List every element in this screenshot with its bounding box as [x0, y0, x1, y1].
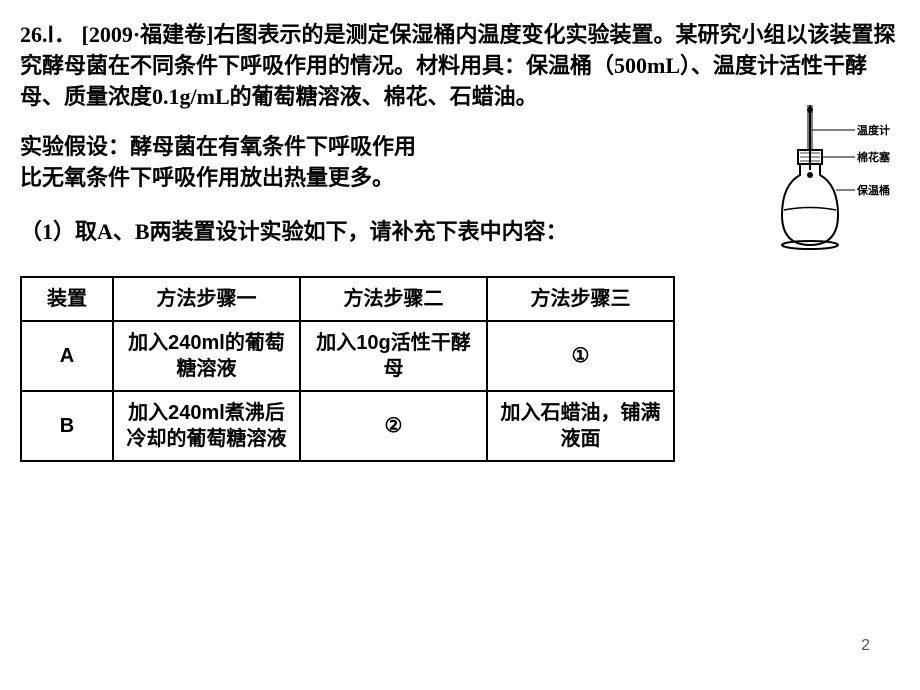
hypothesis-label: 实验假设：	[20, 134, 130, 159]
table-header: 装置	[21, 277, 113, 321]
table-cell: 加入240ml煮沸后冷却的葡萄糖溶液	[113, 391, 300, 461]
hypothesis-block: 实验假设：酵母菌在有氧条件下呼吸作用 比无氧条件下呼吸作用放出热量更多。	[20, 132, 700, 194]
question-1: （1）取A、B两装置设计实验如下，请补充下表中内容：	[20, 214, 900, 246]
page-number: 2	[861, 637, 870, 655]
question-source: [2009·福建卷]	[82, 22, 214, 47]
hypothesis-line2: 比无氧条件下呼吸作用放出热量更多。	[20, 165, 394, 190]
table-cell: A	[21, 321, 113, 391]
label-cotton: 棉花塞	[857, 150, 891, 164]
table-cell: ①	[487, 321, 674, 391]
question-number: 26.Ⅰ．	[20, 22, 76, 47]
label-thermometer: 温度计	[857, 123, 890, 137]
table-header-row: 装置 方法步骤一 方法步骤二 方法步骤三	[21, 277, 674, 321]
apparatus-diagram: 温度计 棉花塞 保温桶	[770, 105, 900, 255]
table-cell: 加入石蜡油，铺满液面	[487, 391, 674, 461]
table-header: 方法步骤二	[300, 277, 487, 321]
experiment-table: 装置 方法步骤一 方法步骤二 方法步骤三 A 加入240ml的葡萄糖溶液 加入1…	[20, 276, 675, 462]
table-header: 方法步骤一	[113, 277, 300, 321]
hypothesis-line1: 酵母菌在有氧条件下呼吸作用	[130, 134, 416, 159]
table-header: 方法步骤三	[487, 277, 674, 321]
table-cell: 加入10g活性干酵母	[300, 321, 487, 391]
question-header: 26.Ⅰ． [2009·福建卷]右图表示的是测定保湿桶内温度变化实验装置。某研究…	[20, 20, 900, 112]
table-cell: 加入240ml的葡萄糖溶液	[113, 321, 300, 391]
label-container: 保温桶	[856, 183, 890, 197]
table-cell: B	[21, 391, 113, 461]
table-row: A 加入240ml的葡萄糖溶液 加入10g活性干酵母 ①	[21, 321, 674, 391]
table-row: B 加入240ml煮沸后冷却的葡萄糖溶液 ② 加入石蜡油，铺满液面	[21, 391, 674, 461]
table-cell: ②	[300, 391, 487, 461]
